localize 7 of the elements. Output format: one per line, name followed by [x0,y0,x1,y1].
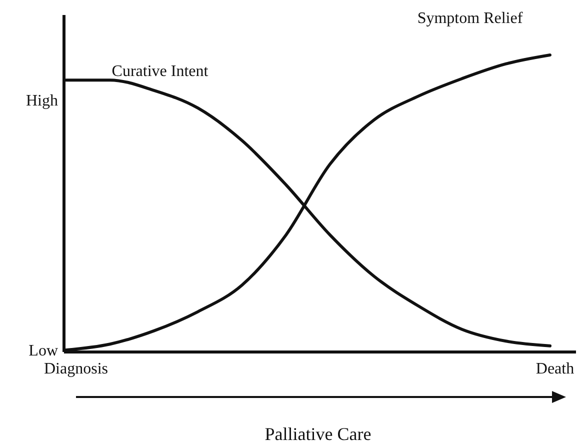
series-label: Curative Intent [112,63,209,80]
x-axis-title: Palliative Care [264,424,372,444]
text: Low [28,342,58,360]
text: Symptom Relief [417,10,524,27]
text: Diagnosis [44,360,108,378]
text: High [26,92,58,110]
text: Death [536,360,574,378]
